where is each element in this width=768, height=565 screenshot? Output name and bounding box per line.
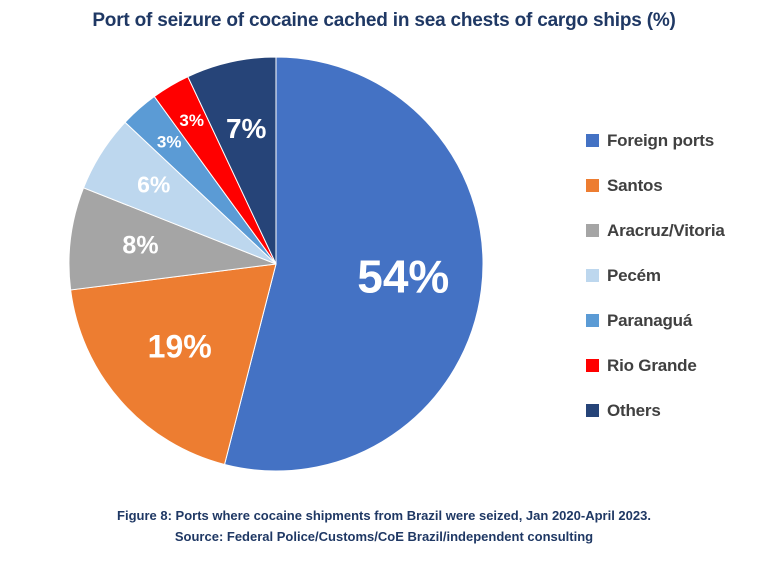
pie-slice-label: 6%	[137, 171, 170, 197]
legend-item-label: Pecém	[607, 265, 661, 285]
legend-item-label: Aracruz/Vitoria	[607, 220, 725, 240]
page-title: Port of seizure of cocaine cached in sea…	[92, 10, 676, 31]
pie-slice-label: 7%	[226, 113, 267, 144]
legend-item-label: Santos	[607, 175, 663, 195]
pie-label-group: 54% 19% 8% 6% 3% 3% 7%	[122, 111, 449, 364]
pie-slice[interactable]	[70, 263, 277, 466]
legend-item-label: Rio Grande	[607, 355, 697, 375]
legend-swatch-icon	[586, 224, 599, 237]
legend-item-label: Others	[607, 400, 661, 420]
chart-legend: Foreign ports Santos Aracruz/Vitoria Pecém P…	[586, 118, 768, 433]
legend-item[interactable]: Pecém	[586, 253, 768, 298]
legend-swatch-icon	[586, 359, 599, 372]
pie-slice[interactable]	[68, 187, 277, 291]
caption-line-1: Figure 8: Ports where cocaine shipments …	[117, 508, 651, 523]
figure-caption: Figure 8: Ports where cocaine shipments …	[0, 505, 768, 547]
legend-item[interactable]: Foreign ports	[586, 118, 768, 163]
legend-swatch-icon	[586, 134, 599, 147]
legend-item-label: Paranaguá	[607, 310, 693, 330]
pie-slice-label: 19%	[148, 328, 212, 364]
legend-item[interactable]: Others	[586, 388, 768, 433]
pie-slice-label: 8%	[122, 232, 158, 260]
pie-slice[interactable]	[223, 56, 484, 472]
legend-item[interactable]: Aracruz/Vitoria	[586, 208, 768, 253]
pie-slice-label: 3%	[179, 111, 204, 130]
pie-slice-label: 54%	[357, 250, 449, 302]
legend-swatch-icon	[586, 314, 599, 327]
legend-swatch-icon	[586, 269, 599, 282]
legend-item[interactable]: Paranaguá	[586, 298, 768, 343]
pie-slice[interactable]	[187, 56, 277, 265]
legend-swatch-icon	[586, 179, 599, 192]
legend-swatch-icon	[586, 404, 599, 417]
pie-chart-plot-area: 54% 19% 8% 6% 3% 3% 7%	[0, 45, 560, 495]
pie-slice-group	[68, 56, 484, 472]
caption-line-2: Source: Federal Police/Customs/CoE Brazi…	[174, 529, 594, 544]
legend-item[interactable]: Santos	[586, 163, 768, 208]
legend-item[interactable]: Rio Grande	[586, 343, 768, 388]
pie-chart-svg: 54% 19% 8% 6% 3% 3% 7%	[68, 56, 484, 472]
pie-slice-label: 3%	[157, 132, 182, 151]
legend-item-label: Foreign ports	[607, 130, 714, 150]
